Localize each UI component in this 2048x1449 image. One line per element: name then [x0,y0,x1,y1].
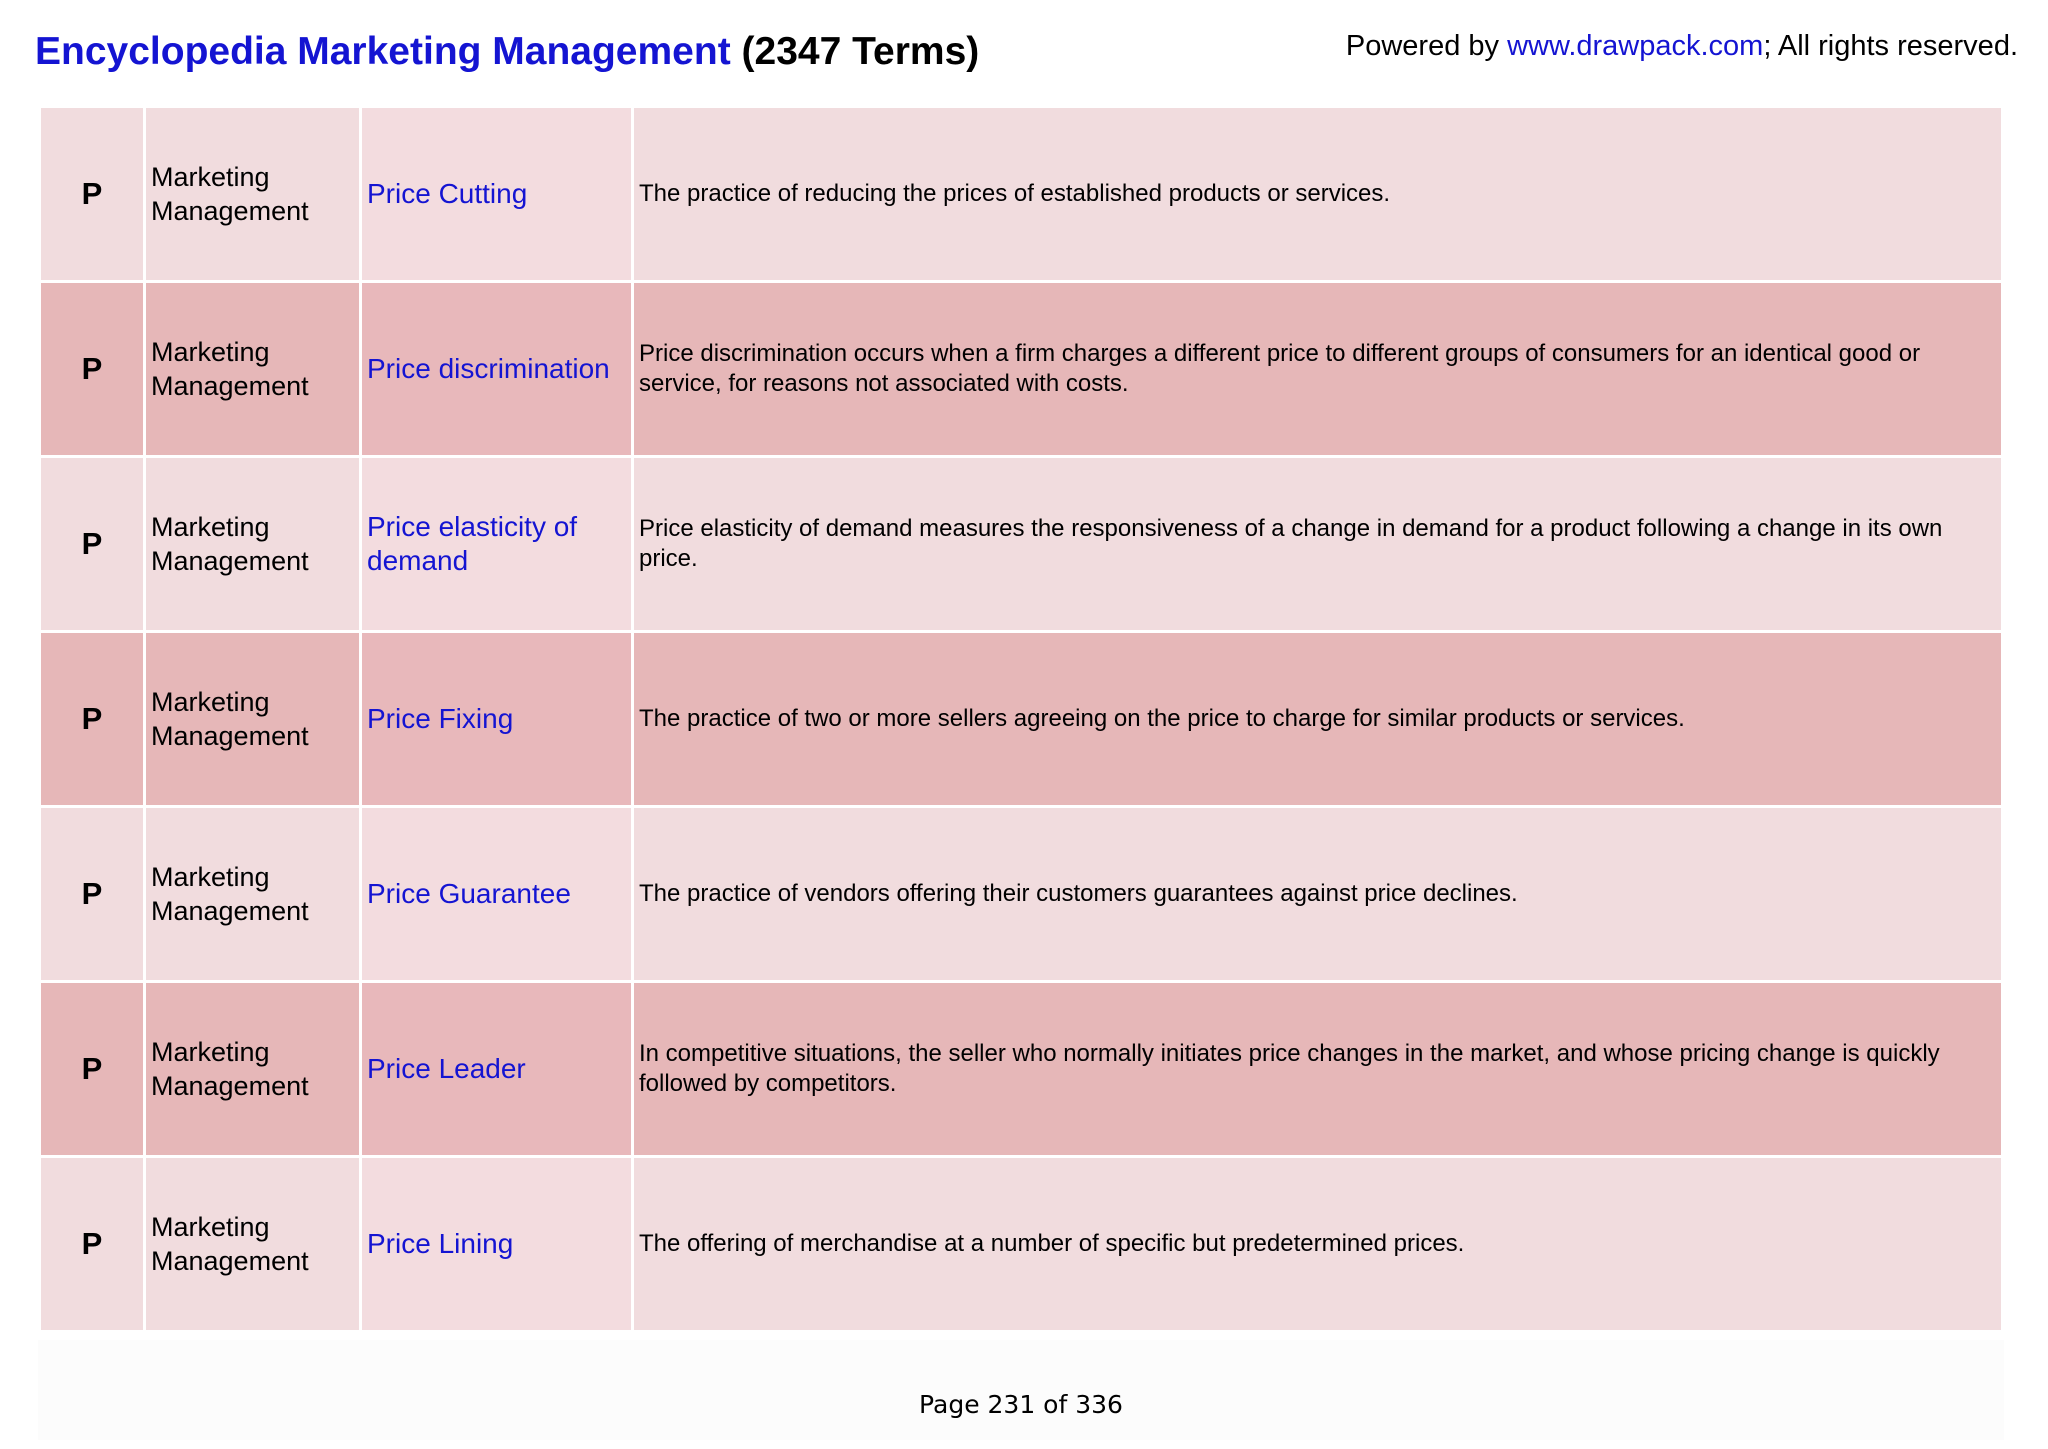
table-row: P Marketing Management Price Cutting The… [38,105,2004,283]
term-link[interactable]: Price Fixing [359,630,634,808]
term-link[interactable]: Price elasticity of demand [359,455,634,633]
table-row: P Marketing Management Price Guarantee T… [38,805,2004,983]
powered-suffix: ; All rights reserved. [1763,30,2018,62]
table-row: P Marketing Management Price Fixing The … [38,630,2004,808]
letter-cell: P [38,1155,146,1333]
drawpack-link[interactable]: www.drawpack.com [1507,30,1764,62]
definition-cell: The practice of vendors offering their c… [631,805,2004,983]
category-cell: Marketing Management [143,455,362,633]
term-link[interactable]: Price Guarantee [359,805,634,983]
letter-cell: P [38,980,146,1158]
title-main[interactable]: Encyclopedia Marketing Management [35,30,731,73]
definition-cell: Price elasticity of demand measures the … [631,455,2004,633]
letter-cell: P [38,805,146,983]
table-row: P Marketing Management Price Leader In c… [38,980,2004,1158]
definition-cell: Price discrimination occurs when a firm … [631,280,2004,458]
definition-cell: In competitive situations, the seller wh… [631,980,2004,1158]
category-cell: Marketing Management [143,980,362,1158]
letter-cell: P [38,280,146,458]
term-link[interactable]: Price Lining [359,1155,634,1333]
terms-table-wrapper: P Marketing Management Price Cutting The… [38,105,2004,1333]
category-cell: Marketing Management [143,630,362,808]
letter-cell: P [38,105,146,283]
category-cell: Marketing Management [143,105,362,283]
term-link[interactable]: Price Leader [359,980,634,1158]
letter-cell: P [38,455,146,633]
table-row: P Marketing Management Price elasticity … [38,455,2004,633]
page-title: Encyclopedia Marketing Management (2347 … [35,30,979,74]
definition-cell: The offering of merchandise at a number … [631,1155,2004,1333]
category-cell: Marketing Management [143,280,362,458]
terms-table: P Marketing Management Price Cutting The… [38,105,2004,1333]
definition-cell: The practice of two or more sellers agre… [631,630,2004,808]
table-row: P Marketing Management Price Lining The … [38,1155,2004,1333]
title-term-count: (2347 Terms) [741,30,980,73]
page-header: Encyclopedia Marketing Management (2347 … [0,0,2048,100]
page-number: Page 231 of 336 [919,1390,1123,1419]
letter-cell: P [38,630,146,808]
term-link[interactable]: Price Cutting [359,105,634,283]
table-row: P Marketing Management Price discriminat… [38,280,2004,458]
powered-by: Powered by www.drawpack.com; All rights … [1346,30,2018,63]
category-cell: Marketing Management [143,1155,362,1333]
powered-prefix: Powered by [1345,30,1508,62]
page-footer: Page 231 of 336 [38,1340,2004,1440]
category-cell: Marketing Management [143,805,362,983]
term-link[interactable]: Price discrimination [359,280,634,458]
definition-cell: The practice of reducing the prices of e… [631,105,2004,283]
